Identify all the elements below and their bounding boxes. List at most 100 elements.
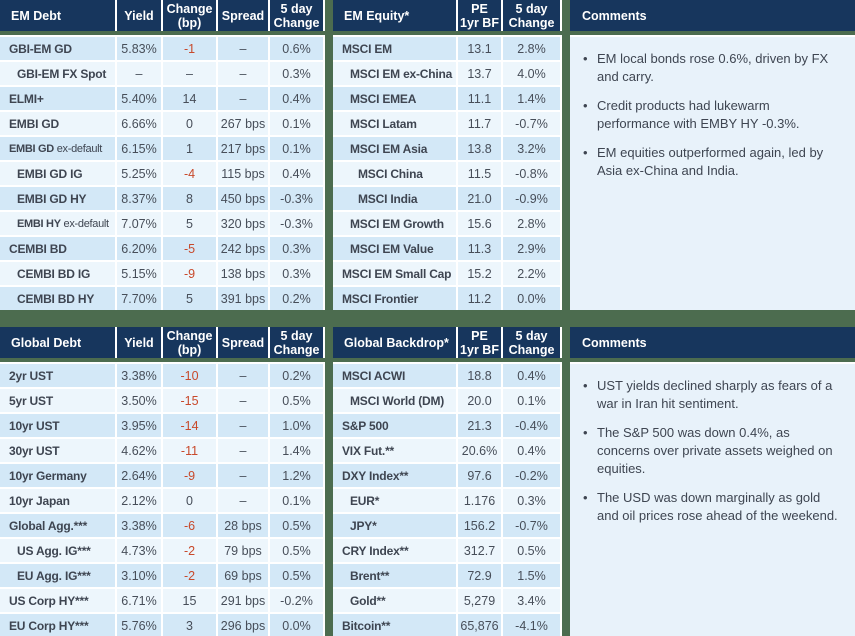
cell-value: 3.95% [117,412,163,437]
cell-value: 20.0 [458,387,503,412]
row-label: MSCI EM ex-China [333,60,458,85]
cell-value: 5.15% [117,260,163,285]
comments-header: Comments [570,327,855,358]
cell-value: -2 [163,537,218,562]
cell-value: 11.2 [458,285,503,310]
cell-value: – [117,60,163,85]
row-label: EMBI GD IG [0,160,117,185]
cell-value: 0.2% [270,362,325,387]
column-header: PE 1yr BF [458,327,503,358]
cell-value: – [218,85,270,110]
row-label: Bitcoin** [333,612,458,636]
cell-value: 3 [163,612,218,636]
row-label: US Agg. IG*** [0,537,117,562]
cell-value: 115 bps [218,160,270,185]
column-header: PE 1yr BF [458,0,503,31]
row-label: GBI-EM GD [0,35,117,60]
row-label: Gold** [333,587,458,612]
cell-value: 0.4% [270,160,325,185]
table-global-backdrop: Global Backdrop* PE 1yr BF 5 day Change MS… [333,327,562,636]
cell-value: 1.2% [270,462,325,487]
header-divider [333,31,562,35]
cell-value: 11.7 [458,110,503,135]
row-label: MSCI EM Asia [333,135,458,160]
cell-value: -6 [163,512,218,537]
bullet-icon: • [583,424,588,440]
cell-value: 0.4% [503,437,562,462]
cell-value: 28 bps [218,512,270,537]
row-label: JPY* [333,512,458,537]
cell-value: -0.2% [270,587,325,612]
cell-value: 0.4% [503,362,562,387]
cell-value: -15 [163,387,218,412]
table-em-equity: EM Equity* PE 1yr BF 5 day Change MSCI EM 1… [333,0,562,310]
cell-value: 4.0% [503,60,562,85]
comments-header: Comments [570,0,855,31]
cell-value: 2.8% [503,35,562,60]
row-label: EUR* [333,487,458,512]
cell-value: 0.1% [270,110,325,135]
row-label: EMBI GD ex-default [0,135,117,160]
comment-bullet: • EM local bonds rose 0.6%, driven by FX … [583,50,843,86]
comment-bullet: • EM equities outperformed again, led by … [583,144,843,180]
row-label: MSCI EM Value [333,235,458,260]
row-label: MSCI EM Growth [333,210,458,235]
cell-value: 1.4% [270,437,325,462]
cell-value: -0.9% [503,185,562,210]
cell-value: – [218,412,270,437]
cell-value: 0.5% [270,562,325,587]
column-header: Spread [218,0,270,31]
comments-body: • UST yields declined sharply as fears of… [570,362,855,636]
cell-value: 65,876 [458,612,503,636]
comment-text: EM equities outperformed again, led by A… [597,144,824,178]
cell-value: – [218,462,270,487]
cell-value: 0 [163,110,218,135]
row-label: US Corp HY*** [0,587,117,612]
comment-text: UST yields declined sharply as fears of … [597,378,833,411]
cell-value: 1 [163,135,218,160]
cell-value: 3.4% [503,587,562,612]
row-label: 5yr UST [0,387,117,412]
cell-value: 0.1% [503,387,562,412]
comment-bullet: • UST yields declined sharply as fears of… [583,377,843,413]
cell-value: -4.1% [503,612,562,636]
row-label: MSCI ACWI [333,362,458,387]
table-global-debt: Global Debt Yield Change (bp) Spread 5 day … [0,327,325,636]
cell-value: -4 [163,160,218,185]
cell-value: 2.2% [503,260,562,285]
column-header: Change (bp) [163,0,218,31]
cell-value: 1.5% [503,562,562,587]
column-header: Change (bp) [163,327,218,358]
row-label: EMBI HY ex-default [0,210,117,235]
bullet-icon: • [583,489,588,505]
cell-value: 5.40% [117,85,163,110]
cell-value: 320 bps [218,210,270,235]
cell-value: 11.1 [458,85,503,110]
column-header: Yield [117,0,163,31]
cell-value: 6.15% [117,135,163,160]
cell-value: – [218,362,270,387]
row-label: CRY Index** [333,537,458,562]
row-label: 10yr Germany [0,462,117,487]
cell-value: – [218,387,270,412]
cell-value: 3.2% [503,135,562,160]
cell-value: 0.3% [270,235,325,260]
row-label: MSCI EMEA [333,85,458,110]
cell-value: 3.38% [117,362,163,387]
cell-value: 8.37% [117,185,163,210]
cell-value: 4.73% [117,537,163,562]
cell-value: 0.3% [270,260,325,285]
cell-value: 15.6 [458,210,503,235]
cell-value: 5 [163,210,218,235]
cell-value: 291 bps [218,587,270,612]
cell-value: 450 bps [218,185,270,210]
cell-value: 217 bps [218,135,270,160]
comments-panel-top: Comments • EM local bonds rose 0.6%, driv… [570,0,855,310]
cell-value: 0.5% [270,512,325,537]
bullet-icon: • [583,144,588,160]
bullet-icon: • [583,378,588,393]
cell-value: 13.1 [458,35,503,60]
cell-value: 1.176 [458,487,503,512]
cell-value: -0.3% [270,210,325,235]
cell-value: 5,279 [458,587,503,612]
